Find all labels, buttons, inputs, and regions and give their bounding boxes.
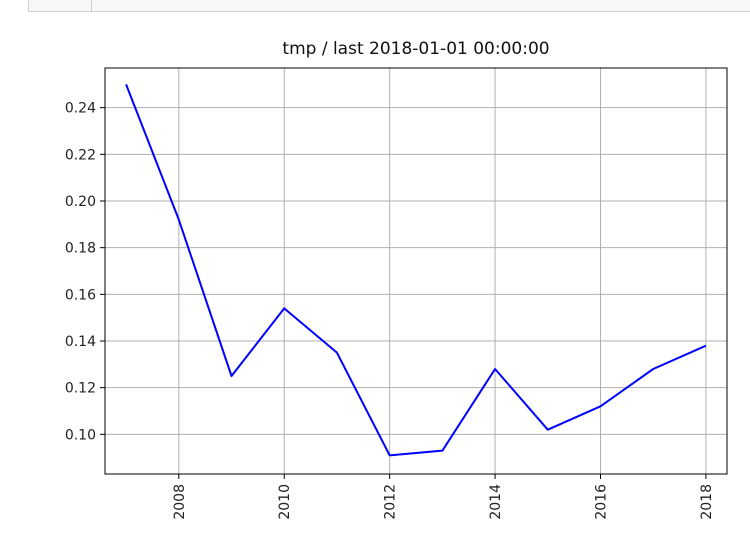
y-tick-label: 0.14 bbox=[65, 334, 96, 350]
notebook-cell-border bbox=[28, 0, 750, 12]
x-tick-label: 2010 bbox=[277, 484, 293, 520]
y-tick-label: 0.22 bbox=[65, 147, 96, 163]
series-layer bbox=[125, 83, 707, 457]
y-tick-label: 0.20 bbox=[65, 194, 96, 210]
x-tick-label: 2016 bbox=[593, 484, 609, 520]
x-tick-label: 2014 bbox=[488, 484, 504, 520]
series-line-0 bbox=[125, 83, 707, 457]
y-axis: 0.10 0.12 0.14 0.16 0.18 0.20 0.22 0.24 bbox=[65, 101, 105, 443]
x-tick-label: 2012 bbox=[383, 484, 399, 520]
y-tick-label: 0.24 bbox=[65, 101, 96, 117]
y-tick-label: 0.18 bbox=[65, 241, 96, 257]
x-axis: 2008 2010 2012 2014 2016 2018 bbox=[172, 474, 715, 520]
notebook-cell-prompt bbox=[28, 0, 92, 12]
chart-title: tmp / last 2018-01-01 00:00:00 bbox=[282, 39, 549, 59]
grid bbox=[105, 68, 727, 474]
plot-frame bbox=[104, 67, 728, 475]
y-tick-label: 0.16 bbox=[65, 287, 96, 303]
x-tick-label: 2008 bbox=[172, 484, 188, 520]
y-tick-label: 0.10 bbox=[65, 427, 96, 443]
x-tick-label: 2018 bbox=[699, 484, 715, 520]
y-tick-label: 0.12 bbox=[65, 381, 96, 397]
